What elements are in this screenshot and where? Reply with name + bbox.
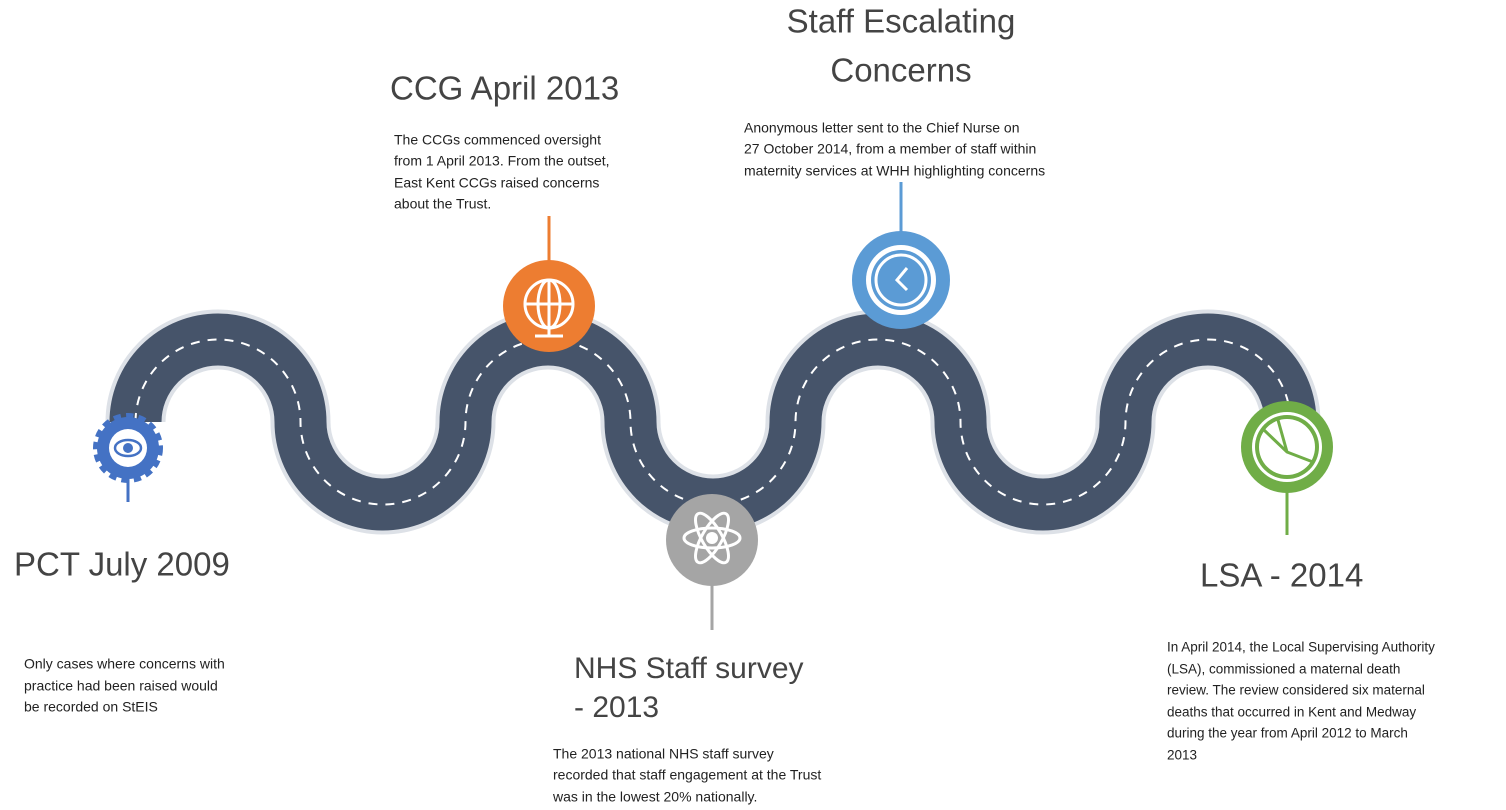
- milestone-pct: PCT July 2009 Only cases where concerns …: [14, 546, 230, 715]
- milestone-text: from 1 April 2013. From the outset,: [394, 153, 610, 169]
- milestone-staff: Staff Escalating Concerns Anonymous lett…: [744, 3, 1045, 179]
- milestone-text: The CCGs commenced oversight: [394, 132, 601, 148]
- road: [136, 340, 1291, 505]
- milestone-text: practice had been raised would: [24, 678, 218, 694]
- atom-icon: [666, 494, 758, 586]
- milestone-title: NHS Staff survey: [574, 652, 804, 685]
- milestone-title: CCG April 2013: [390, 70, 619, 107]
- milestone-nhs: NHS Staff survey - 2013 The 2013 nationa…: [552, 652, 821, 805]
- milestone-title: LSA - 2014: [1200, 557, 1363, 594]
- milestone-text: was in the lowest 20% nationally.: [552, 789, 757, 805]
- milestone-text: about the Trust.: [394, 196, 491, 212]
- milestone-lsa: LSA - 2014 In April 2014, the Local Supe…: [1167, 557, 1435, 763]
- timeline: PCT July 2009 Only cases where concerns …: [0, 0, 1506, 810]
- milestone-text: be recorded on StEIS: [24, 699, 158, 715]
- globe-icon: [503, 260, 595, 352]
- milestone-text: maternity services at WHH highlighting c…: [744, 163, 1045, 179]
- milestone-text: deaths that occurred in Kent and Medway: [1167, 705, 1416, 720]
- milestone-text: The 2013 national NHS staff survey: [553, 746, 774, 762]
- pie-icon: [1241, 401, 1333, 493]
- milestone-title: Staff Escalating: [787, 3, 1016, 40]
- clock-icon: [852, 231, 950, 329]
- milestone-title: PCT July 2009: [14, 546, 230, 583]
- milestone-text: Anonymous letter sent to the Chief Nurse…: [744, 120, 1019, 136]
- milestone-text: East Kent CCGs raised concerns: [394, 175, 599, 191]
- milestone-text: In April 2014, the Local Supervising Aut…: [1167, 640, 1435, 655]
- milestone-ccg: CCG April 2013 The CCGs commenced oversi…: [390, 70, 619, 212]
- milestone-text: review. The review considered six matern…: [1167, 683, 1425, 698]
- milestone-text: during the year from April 2012 to March: [1167, 726, 1408, 741]
- milestone-title: Concerns: [830, 52, 971, 89]
- gear-icon: [97, 417, 159, 479]
- milestone-text: 2013: [1167, 748, 1197, 763]
- milestone-text: Only cases where concerns with: [24, 656, 225, 672]
- milestone-title: - 2013: [574, 691, 659, 724]
- milestone-text: (LSA), commissioned a maternal death: [1167, 662, 1400, 677]
- milestone-text: recorded that staff engagement at the Tr…: [553, 767, 821, 783]
- page: {"milestones": [ {"title": ["PCT July 20…: [0, 0, 1506, 810]
- milestone-text: 27 October 2014, from a member of staff …: [744, 141, 1036, 157]
